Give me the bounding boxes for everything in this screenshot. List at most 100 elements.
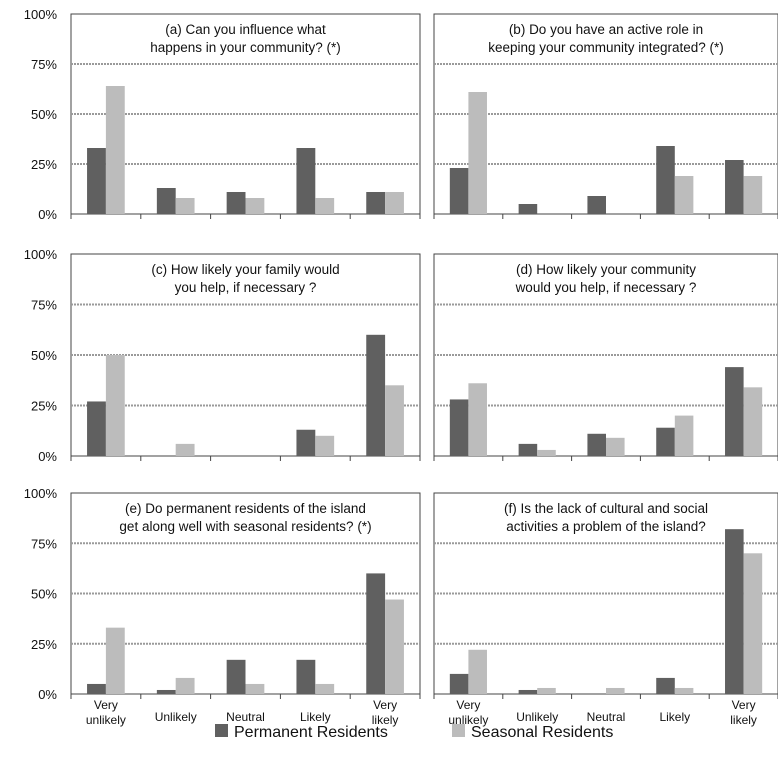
y-axis-ticks: 100% 75% 50% 25% 0% 100% 75% 50% 25% 0% 100% 75% 50%… [24, 7, 58, 702]
bar-permanent-5 [366, 334, 386, 456]
bar-seasonal-3 [245, 198, 265, 214]
y-tick-label: 100% [24, 247, 58, 262]
y-tick-label: 50% [31, 107, 57, 122]
bar-seasonal-1 [105, 86, 125, 214]
y-tick-label: 0% [38, 449, 57, 464]
panel-title: (f) Is the lack of cultural and social ac… [504, 501, 708, 534]
panel-title: (c) How likely your family would you help… [151, 262, 339, 295]
bar-seasonal-4 [674, 176, 694, 214]
legend-label-seasonal: Seasonal Residents [471, 724, 613, 741]
bar-permanent-4 [656, 677, 675, 694]
x-category-label: Unlikely [155, 710, 197, 724]
panel-title: (e) Do permanent residents of the island… [119, 501, 371, 534]
bar-permanent-1 [87, 401, 106, 456]
bar-seasonal-1 [105, 627, 125, 694]
panel-f: (f) Is the lack of cultural and social ac… [433, 492, 778, 699]
bar-permanent-3 [226, 192, 246, 214]
bar-seasonal-3 [245, 683, 265, 694]
y-tick-label: 75% [31, 536, 57, 551]
bar-permanent-3 [587, 196, 606, 214]
bar-seasonal-2 [537, 687, 556, 694]
bar-permanent-1 [87, 683, 106, 694]
legend-swatch-permanent [215, 724, 228, 737]
bar-permanent-5 [366, 192, 386, 214]
legend-label-permanent: Permanent Residents [234, 724, 388, 741]
panel-e: (e) Do permanent residents of the island… [70, 492, 421, 699]
y-tick-label: 100% [24, 7, 58, 22]
panel-d: (d) How likely your community would you h… [433, 253, 778, 461]
bar-seasonal-5 [385, 192, 404, 214]
bar-seasonal-4 [315, 198, 335, 214]
x-category-label: Very unlikely [448, 698, 488, 727]
bar-permanent-1 [449, 399, 469, 456]
x-category-label: Unlikely [516, 710, 558, 724]
x-axis-categories: Very unlikely Unlikely Neutral Likely Very lik… [86, 698, 757, 727]
bar-permanent-3 [587, 433, 606, 456]
bar-permanent-5 [725, 160, 744, 214]
bar-seasonal-2 [175, 443, 195, 456]
bar-permanent-1 [449, 673, 469, 694]
bar-permanent-1 [87, 148, 106, 214]
bar-seasonal-4 [674, 415, 694, 456]
x-category-label: Very likely [730, 698, 757, 727]
bar-permanent-4 [656, 146, 675, 214]
bar-seasonal-4 [315, 683, 335, 694]
bar-permanent-4 [296, 659, 316, 694]
y-tick-label: 50% [31, 587, 57, 602]
bar-seasonal-5 [385, 599, 404, 694]
panel-b: (b) Do you have an active role in keeping… [433, 13, 778, 219]
bar-permanent-4 [656, 427, 675, 456]
x-category-label: Neutral [226, 710, 265, 724]
panel-title: (b) Do you have an active role in keeping… [488, 22, 724, 55]
y-tick-label: 75% [31, 57, 57, 72]
bar-permanent-2 [156, 689, 176, 694]
y-tick-label: 25% [31, 157, 57, 172]
bar-permanent-3 [226, 659, 246, 694]
bar-permanent-5 [366, 573, 386, 694]
y-tick-label: 0% [38, 687, 57, 702]
y-tick-label: 25% [31, 399, 57, 414]
bar-seasonal-1 [105, 355, 125, 456]
bar-permanent-2 [518, 689, 538, 694]
bar-permanent-2 [156, 188, 176, 214]
bar-permanent-2 [518, 204, 538, 214]
y-tick-label: 75% [31, 298, 57, 313]
bar-seasonal-2 [537, 449, 556, 456]
bar-seasonal-4 [315, 435, 335, 456]
bar-seasonal-2 [175, 677, 195, 694]
panel-title: (a) Can you influence what happens in you… [150, 22, 341, 55]
y-tick-label: 100% [24, 486, 58, 501]
bar-seasonal-5 [743, 553, 763, 694]
bar-seasonal-5 [743, 387, 763, 456]
bar-permanent-5 [725, 367, 744, 456]
bar-seasonal-1 [468, 649, 487, 694]
x-category-label: Very unlikely [86, 698, 126, 727]
x-category-label: Very likely [372, 698, 399, 727]
bar-permanent-4 [296, 429, 316, 456]
bar-seasonal-2 [175, 198, 195, 214]
bar-permanent-4 [296, 148, 316, 214]
legend: Permanent Residents Seasonal Residents [215, 724, 613, 741]
x-category-label: Likely [300, 710, 331, 724]
panels-group: (a) Can you influence what happens in you… [70, 13, 778, 699]
x-category-label: Likely [659, 710, 690, 724]
y-tick-label: 25% [31, 637, 57, 652]
legend-swatch-seasonal [452, 724, 465, 737]
bar-seasonal-1 [468, 92, 487, 214]
bar-permanent-5 [725, 529, 744, 694]
panel-title: (d) How likely your community would you h… [515, 262, 697, 295]
panel-c: (c) How likely your family would you help… [70, 253, 421, 461]
x-category-label: Neutral [587, 710, 626, 724]
y-tick-label: 0% [38, 207, 57, 222]
panel-a: (a) Can you influence what happens in you… [70, 13, 421, 219]
bar-seasonal-5 [385, 385, 404, 456]
y-tick-label: 50% [31, 348, 57, 363]
bar-seasonal-3 [606, 687, 625, 694]
bar-seasonal-5 [743, 176, 763, 214]
bar-permanent-2 [518, 443, 538, 456]
bar-seasonal-3 [606, 437, 625, 456]
bar-permanent-1 [449, 168, 469, 214]
bar-seasonal-4 [674, 687, 694, 694]
bar-seasonal-1 [468, 383, 487, 456]
